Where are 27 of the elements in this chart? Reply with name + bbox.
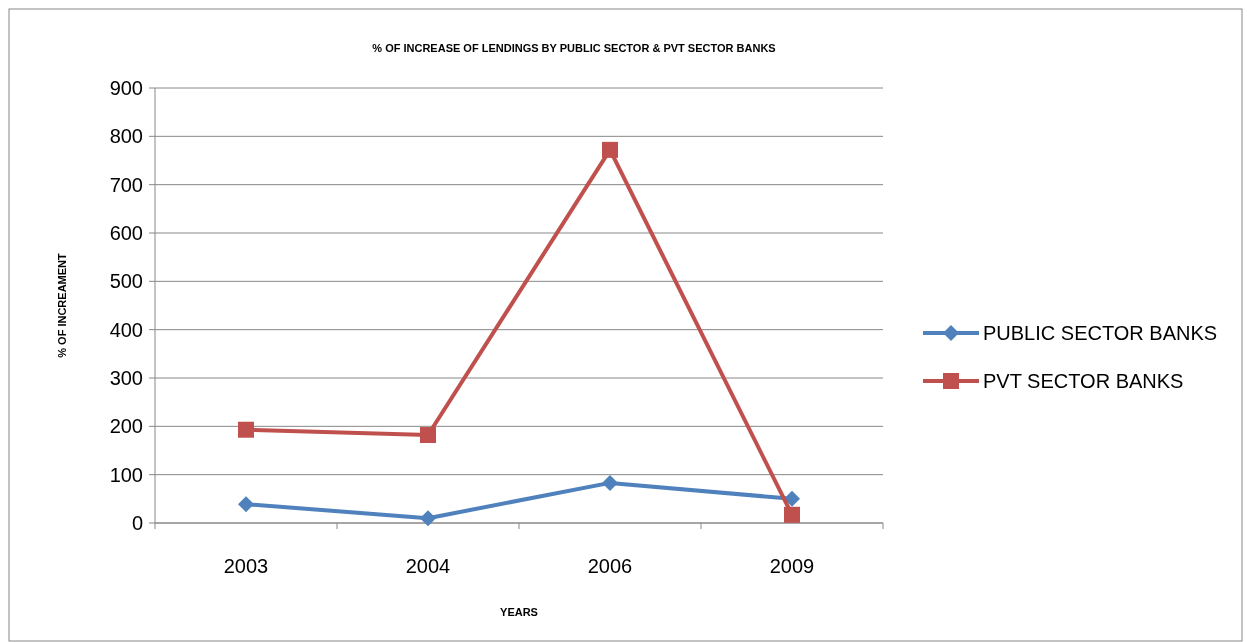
x-tick-label: 2009 <box>769 555 815 577</box>
y-tick-label: 700 <box>109 173 143 196</box>
x-tick-label: 2003 <box>223 555 269 577</box>
point <box>238 421 254 438</box>
x-tick-label: 2004 <box>405 555 451 577</box>
y-tick-label: 200 <box>109 415 143 438</box>
point <box>784 506 800 523</box>
point <box>238 496 254 513</box>
point <box>784 490 800 507</box>
y-axis-title: % OF INCREAMENT <box>56 252 68 358</box>
legend-label: PUBLIC SECTOR BANKS <box>983 322 1218 344</box>
y-tick-label: 100 <box>109 463 143 486</box>
point <box>420 427 436 444</box>
y-tick-label: 600 <box>109 222 143 244</box>
y-tick-label: 500 <box>109 270 143 293</box>
point <box>602 474 618 491</box>
x-tick-label: 2006 <box>587 555 633 577</box>
y-tick-label: 300 <box>109 367 143 389</box>
chart-title: % OF INCREASE OF LENDINGS BY PUBLIC SECTOR & PVT SECTOR BANKS <box>372 42 776 54</box>
y-tick-label: 900 <box>109 77 143 99</box>
x-axis-title: YEARS <box>500 606 538 618</box>
y-tick-label: 800 <box>109 125 143 148</box>
y-tick-label: 0 <box>131 512 143 534</box>
y-tick-label: 400 <box>109 318 143 341</box>
point <box>602 141 618 158</box>
point <box>420 510 436 527</box>
legend-label: PVT SECTOR BANKS <box>983 370 1184 392</box>
